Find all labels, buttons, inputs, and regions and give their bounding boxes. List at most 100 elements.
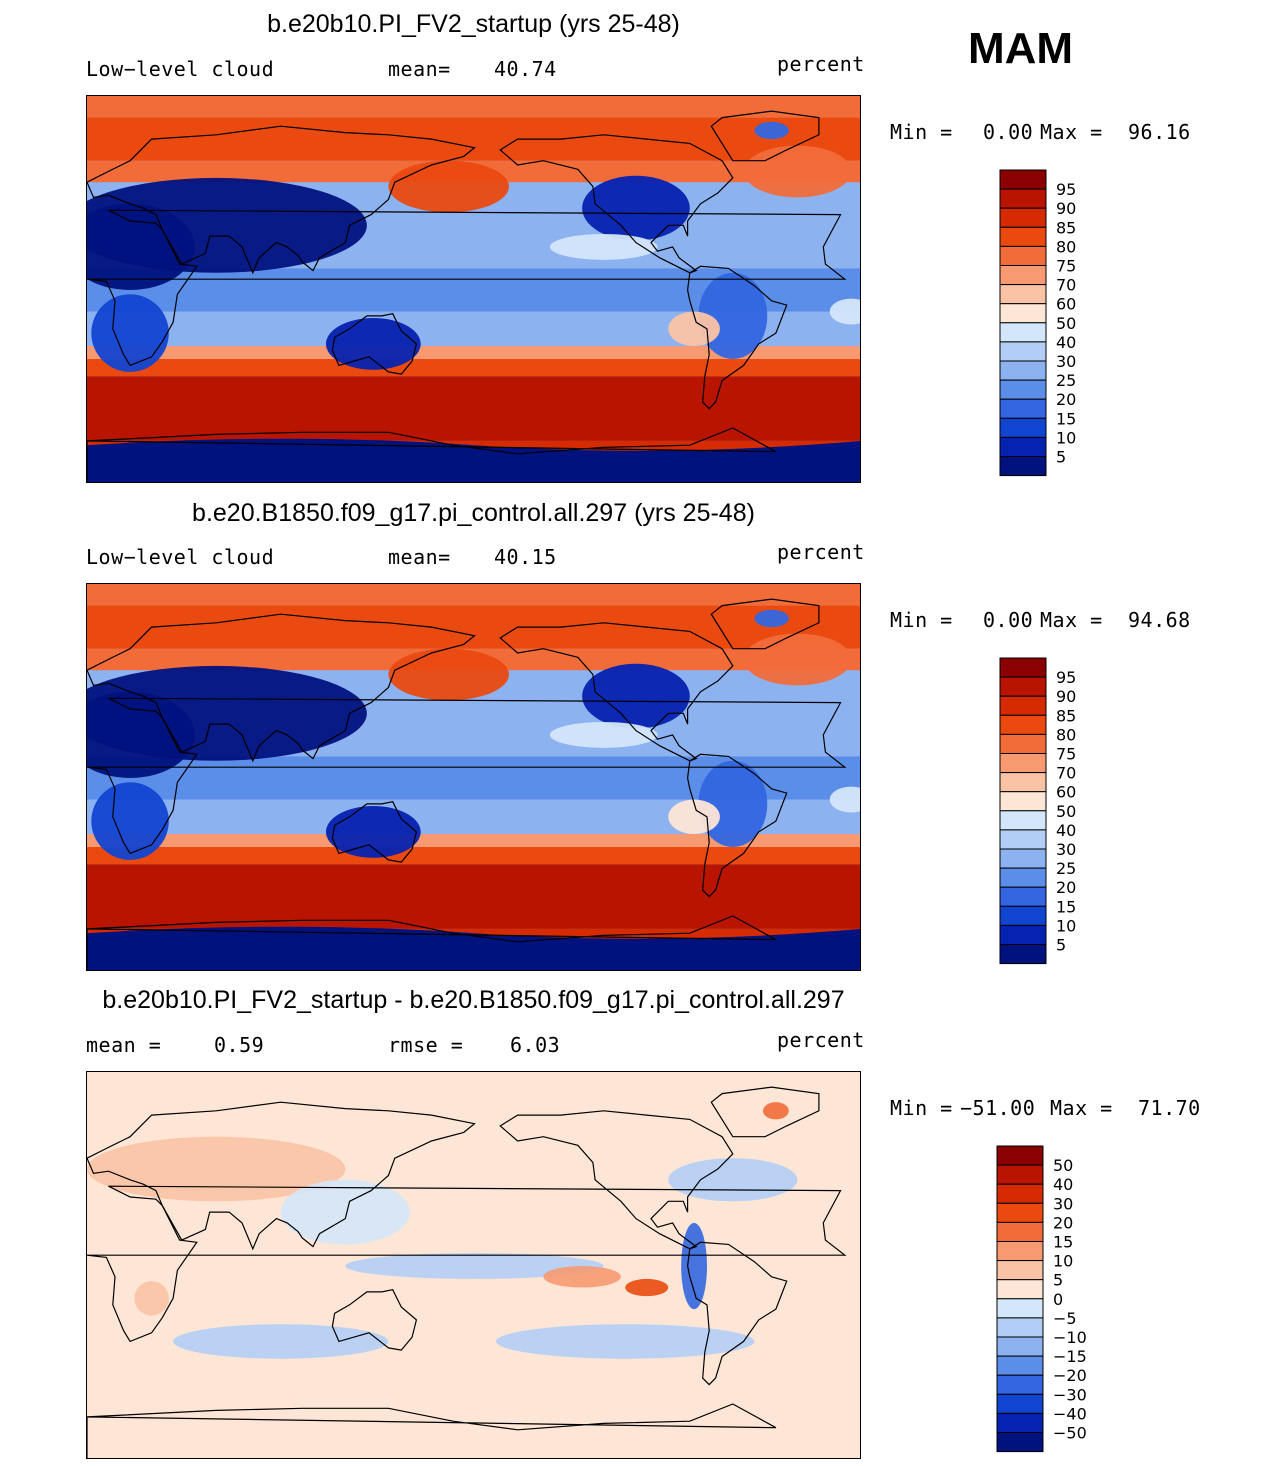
colorbar-swatch	[996, 1145, 1044, 1166]
colorbar-label: 15	[1056, 897, 1076, 916]
colorbar-swatch	[996, 1393, 1044, 1414]
panel1-units: percent	[777, 52, 865, 76]
panel1-map-svg	[87, 96, 860, 482]
panel3-rmse-label: rmse =	[388, 1033, 464, 1057]
panel1-variable: Low−level cloud	[86, 57, 275, 81]
panel2-units: percent	[777, 540, 865, 564]
panel1-max-value: 96.16	[1128, 120, 1191, 144]
panel1-map	[86, 95, 861, 483]
panel2-map	[86, 583, 861, 971]
panel2-max-label: Max =	[1040, 608, 1103, 632]
coastline	[87, 697, 847, 855]
colorbar-label: 85	[1056, 218, 1076, 237]
coastline	[686, 753, 788, 898]
colorbar-swatch	[999, 905, 1047, 926]
colorbar-swatch	[996, 1202, 1044, 1223]
panel3-rmse-value: 6.03	[510, 1033, 561, 1057]
panel1-colorbar: 95 90 85 80 75 70 60 50 40 30 25 20 15 10 5	[999, 169, 1120, 477]
colorbar-label: 40	[1056, 821, 1076, 840]
panel1-max-label: Max =	[1040, 120, 1103, 144]
colorbar-swatch	[999, 284, 1047, 305]
colorbar-label: 20	[1056, 390, 1076, 409]
panel1-min-label: Min =	[890, 120, 953, 144]
colorbar-swatch	[999, 265, 1047, 286]
colorbar-label: −20	[1053, 1366, 1087, 1385]
panel3-colorbar: 50 40 30 20 15 10 5 0 −5 −10 −15 −20 −30 −40 −50	[996, 1145, 1117, 1453]
coastline	[331, 1289, 418, 1351]
colorbar-label: 60	[1056, 295, 1076, 314]
colorbar-label: 95	[1056, 668, 1076, 687]
panel2-title: b.e20.B1850.f09_g17.pi_control.all.297 (…	[192, 499, 755, 527]
colorbar-swatch	[999, 456, 1047, 477]
coastline	[87, 915, 777, 970]
season-label: MAM	[968, 24, 1074, 73]
coastline	[686, 1241, 788, 1386]
coastline	[710, 110, 820, 162]
colorbar-swatch	[999, 924, 1047, 945]
panel2-min-value: 0.00	[983, 608, 1034, 632]
coastline	[686, 265, 788, 410]
coastline	[499, 622, 734, 762]
panel3-units: percent	[777, 1028, 865, 1052]
colorbar-label: 60	[1056, 783, 1076, 802]
colorbar-label: 95	[1056, 180, 1076, 199]
panel2-mean-label: mean=	[388, 545, 451, 569]
colorbar-swatch	[999, 714, 1047, 735]
colorbar-swatch	[999, 733, 1047, 755]
colorbar-label: 50	[1053, 1156, 1073, 1175]
colorbar-swatch	[999, 360, 1047, 381]
panel2-mean-value: 40.15	[494, 545, 557, 569]
colorbar-swatch	[996, 1432, 1044, 1453]
panel3-mean-label: mean =	[86, 1033, 162, 1057]
colorbar-label: 15	[1056, 409, 1076, 428]
colorbar-swatch	[999, 417, 1047, 438]
coastline	[499, 134, 734, 274]
colorbar-swatch	[999, 169, 1047, 190]
panel3-title: b.e20b10.PI_FV2_startup - b.e20.B1850.f0…	[102, 986, 845, 1014]
colorbar-label: 20	[1056, 878, 1076, 897]
colorbar-swatch	[999, 341, 1047, 362]
colorbar-label: 90	[1056, 199, 1076, 218]
colorbar-label: 10	[1053, 1252, 1073, 1271]
colorbar-label: 80	[1056, 237, 1076, 256]
colorbar-label: 25	[1056, 859, 1076, 878]
panel3-mean-value: 0.59	[214, 1033, 265, 1057]
colorbar-swatch	[996, 1183, 1044, 1204]
colorbar-swatch	[999, 791, 1047, 812]
panel2-colorbar: 95 90 85 80 75 70 60 50 40 30 25 20 15 10 5	[999, 657, 1120, 965]
colorbar-swatch	[996, 1298, 1044, 1319]
panel1-mean-value: 40.74	[494, 57, 557, 81]
coastline	[331, 313, 418, 375]
colorbar-swatch	[999, 695, 1047, 716]
colorbar-label: −40	[1053, 1404, 1087, 1423]
colorbar-swatch	[999, 322, 1047, 343]
colorbar-label: 20	[1053, 1213, 1073, 1232]
panel1-title: b.e20b10.PI_FV2_startup (yrs 25-48)	[267, 10, 680, 38]
colorbar-swatch	[999, 676, 1047, 697]
colorbar-swatch	[999, 436, 1047, 457]
colorbar-label: 10	[1056, 916, 1076, 935]
colorbar-label: 40	[1056, 333, 1076, 352]
coastline	[710, 1086, 820, 1138]
colorbar-label: 80	[1056, 725, 1076, 744]
colorbar-label: 75	[1056, 257, 1076, 276]
colorbar-swatch	[996, 1355, 1044, 1376]
colorbar-label: 30	[1053, 1194, 1073, 1213]
colorbar-swatch	[996, 1412, 1044, 1433]
colorbar-swatch	[999, 867, 1047, 888]
panel2-variable: Low−level cloud	[86, 545, 275, 569]
colorbar-swatch	[996, 1260, 1044, 1281]
coastline	[331, 801, 418, 863]
colorbar-label: 50	[1056, 802, 1076, 821]
colorbar-swatch	[999, 398, 1047, 419]
coastline	[710, 598, 820, 650]
colorbar-swatch	[999, 657, 1047, 678]
panel3-min-value: −51.00	[960, 1096, 1036, 1120]
colorbar-label: 0	[1053, 1290, 1063, 1309]
colorbar-swatch	[996, 1374, 1044, 1395]
panel3-map	[86, 1071, 861, 1459]
panel3-max-label: Max =	[1050, 1096, 1113, 1120]
colorbar-swatch	[999, 829, 1047, 850]
colorbar-swatch	[999, 848, 1047, 869]
colorbar-swatch	[999, 207, 1047, 228]
